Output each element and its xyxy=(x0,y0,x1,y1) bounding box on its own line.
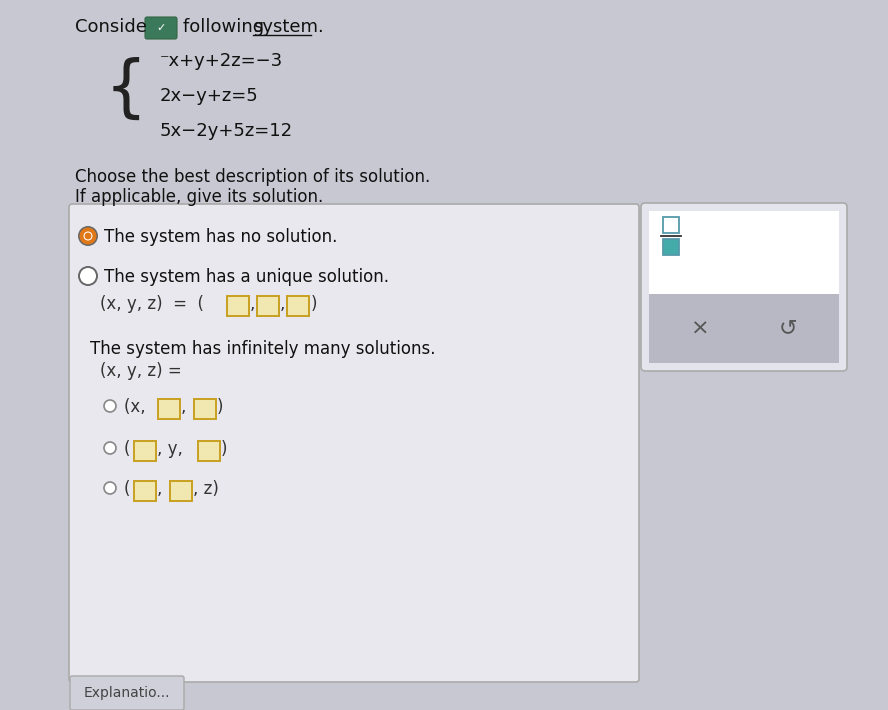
Bar xyxy=(663,217,679,233)
Text: The system has infinitely many solutions.: The system has infinitely many solutions… xyxy=(90,340,435,358)
Text: ): ) xyxy=(217,398,224,416)
FancyBboxPatch shape xyxy=(134,441,156,461)
Text: ↺: ↺ xyxy=(778,319,797,339)
Text: following: following xyxy=(183,18,270,36)
FancyBboxPatch shape xyxy=(641,203,847,371)
Text: (x, y, z)  =  (: (x, y, z) = ( xyxy=(100,295,204,313)
FancyBboxPatch shape xyxy=(69,204,639,682)
FancyBboxPatch shape xyxy=(70,676,184,710)
Text: The system has no solution.: The system has no solution. xyxy=(104,228,337,246)
Text: ,: , xyxy=(280,295,285,313)
Text: The system has a unique solution.: The system has a unique solution. xyxy=(104,268,389,286)
Text: ): ) xyxy=(221,440,227,458)
Text: ): ) xyxy=(311,295,318,313)
Text: 5x−2y+5z=12: 5x−2y+5z=12 xyxy=(160,122,293,140)
FancyBboxPatch shape xyxy=(145,17,177,39)
Text: {: { xyxy=(105,57,147,123)
Circle shape xyxy=(104,400,116,412)
FancyBboxPatch shape xyxy=(227,296,249,316)
Circle shape xyxy=(104,482,116,494)
Text: Explanatio...: Explanatio... xyxy=(83,686,170,700)
Text: If applicable, give its solution.: If applicable, give its solution. xyxy=(75,188,323,206)
Circle shape xyxy=(84,233,91,239)
Text: , z): , z) xyxy=(193,480,218,498)
FancyBboxPatch shape xyxy=(134,481,156,501)
Text: ×: × xyxy=(691,319,710,339)
FancyBboxPatch shape xyxy=(198,441,220,461)
Text: ⁻x+y+2z=−3: ⁻x+y+2z=−3 xyxy=(160,52,283,70)
Text: (x,: (x, xyxy=(124,398,151,416)
Bar xyxy=(649,211,839,294)
Circle shape xyxy=(79,267,97,285)
Text: ✓: ✓ xyxy=(156,23,166,33)
Text: system.: system. xyxy=(253,18,324,36)
Bar xyxy=(663,239,679,255)
Text: (x, y, z) =: (x, y, z) = xyxy=(100,362,182,380)
Text: , y,: , y, xyxy=(157,440,188,458)
Text: Choose the best description of its solution.: Choose the best description of its solut… xyxy=(75,168,431,186)
Text: 2x−y+z=5: 2x−y+z=5 xyxy=(160,87,258,105)
Circle shape xyxy=(79,227,97,245)
Text: (: ( xyxy=(124,480,131,498)
Text: ,: , xyxy=(181,398,192,416)
Text: Conside: Conside xyxy=(75,18,147,36)
Text: ,: , xyxy=(157,480,168,498)
Circle shape xyxy=(104,442,116,454)
FancyBboxPatch shape xyxy=(194,399,216,419)
FancyBboxPatch shape xyxy=(287,296,309,316)
Bar xyxy=(649,294,839,363)
FancyBboxPatch shape xyxy=(158,399,180,419)
FancyBboxPatch shape xyxy=(257,296,279,316)
FancyBboxPatch shape xyxy=(170,481,192,501)
Text: (: ( xyxy=(124,440,131,458)
Text: ,: , xyxy=(250,295,256,313)
